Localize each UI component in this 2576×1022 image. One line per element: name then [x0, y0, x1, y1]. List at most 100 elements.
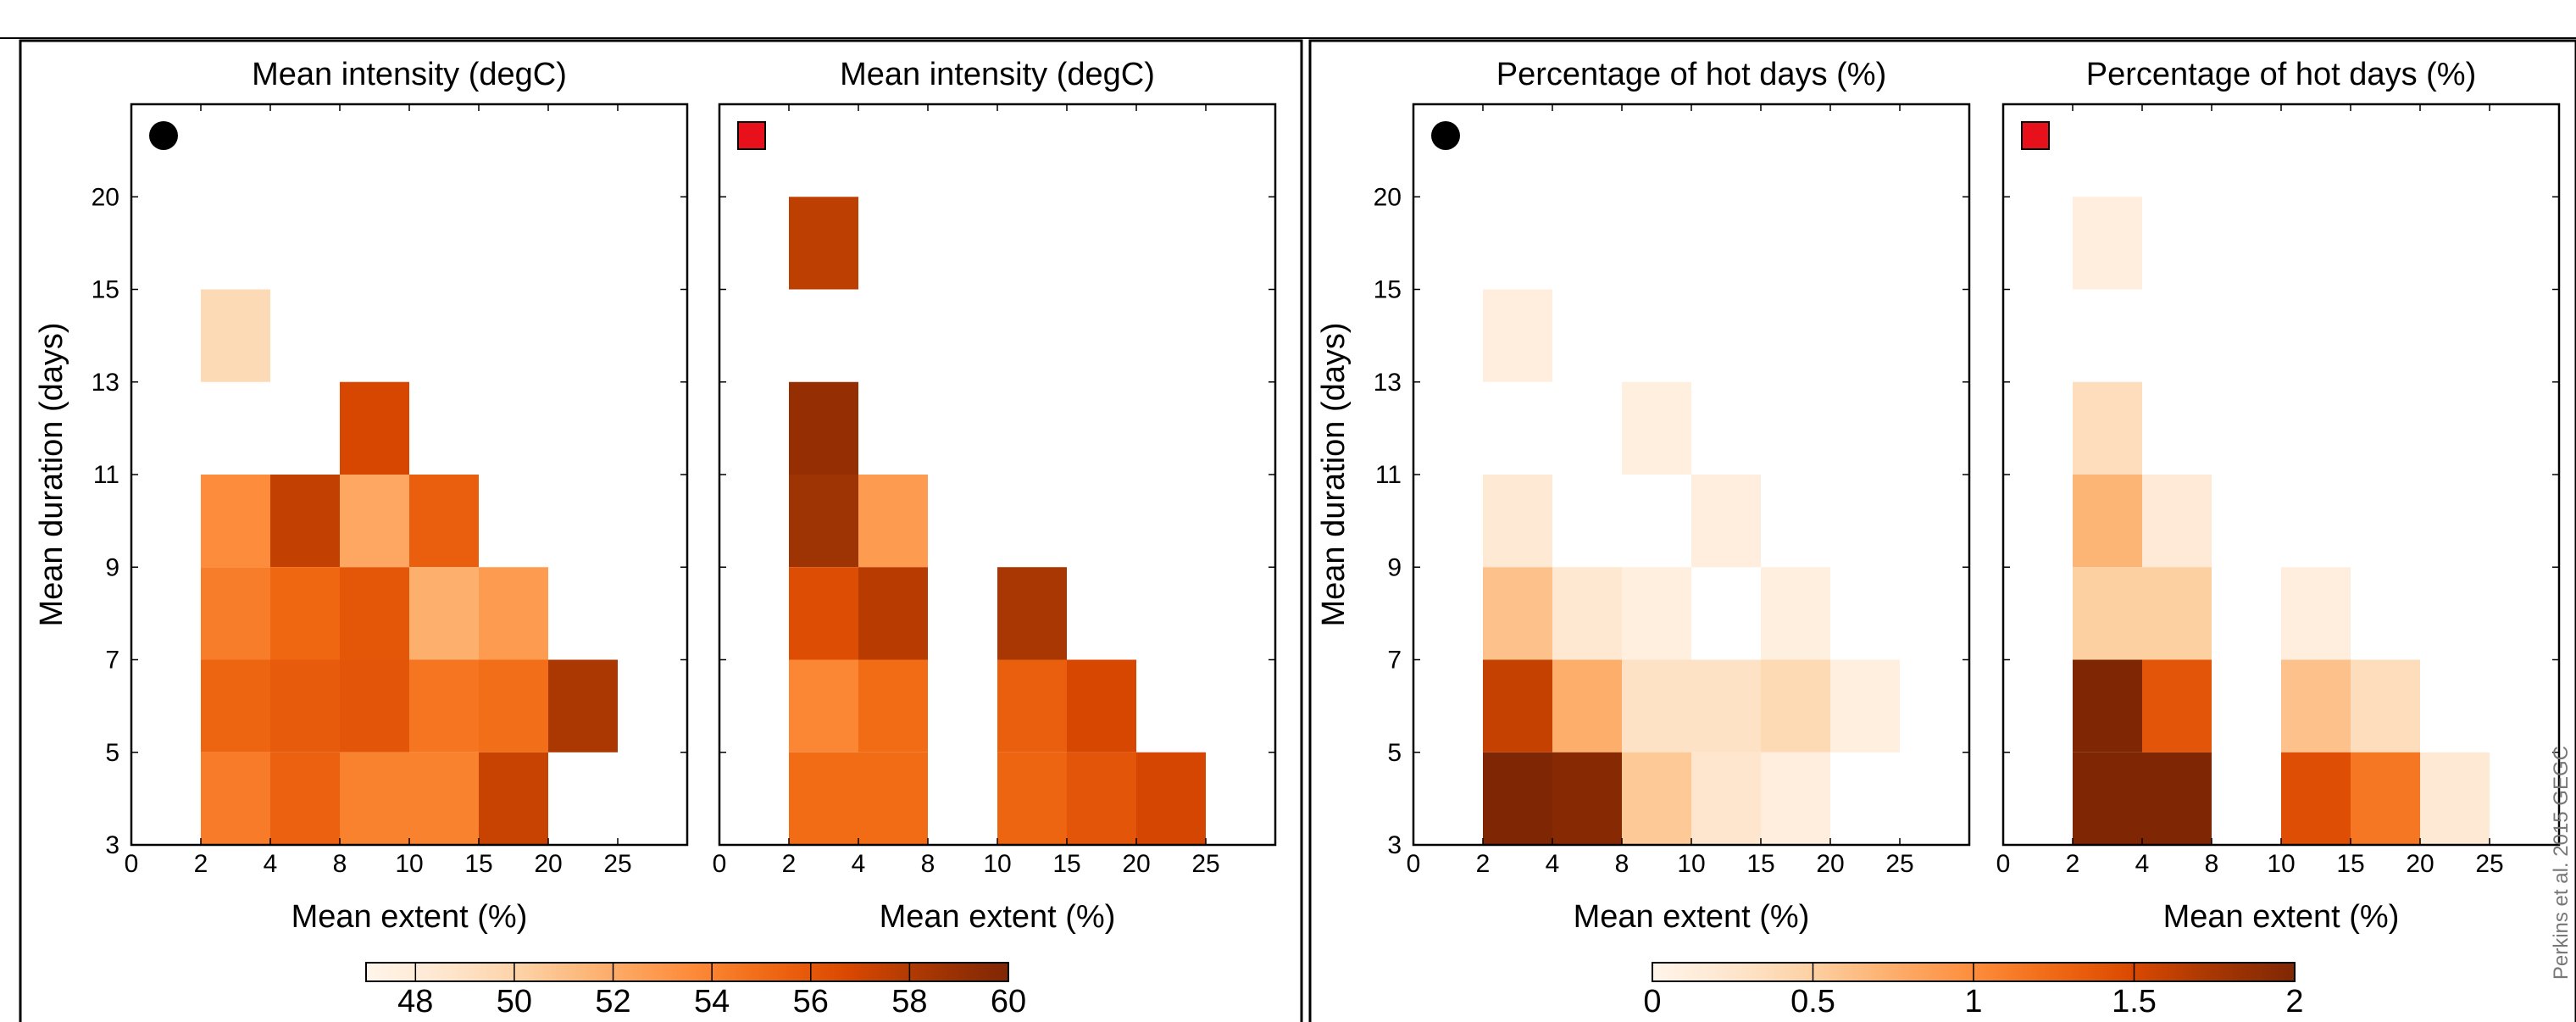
heatmap-cell [1761, 659, 1830, 753]
x-tick-label: 2 [2066, 850, 2080, 878]
x-tick-label: 8 [333, 850, 347, 878]
heatmap-cell [1067, 752, 1136, 845]
y-tick-label: 3 [1387, 831, 1402, 859]
heatmap-cell [1622, 381, 1691, 475]
heatmap-cell [270, 752, 340, 845]
heatmap-cell [548, 659, 618, 753]
heatmap-cell [997, 567, 1067, 660]
x-tick-label: 10 [983, 850, 1011, 878]
x-tick-label: 2 [782, 850, 797, 878]
heatmap-cell [1622, 659, 1691, 753]
heatmap-panel-hotdays-circle: 0 2 4 8 10 15 20 25 3 5 7 9 11 13 15 20 Percentage of ho… [1316, 57, 1971, 935]
heatmap-cell [1691, 659, 1761, 753]
heatmap-cell [858, 659, 928, 753]
heatmap-cell [858, 475, 928, 568]
y-axis-label: Mean duration (days) [1316, 322, 1352, 626]
heatmap-cell [201, 475, 270, 568]
heatmap-cell [2420, 752, 2490, 845]
x-tick-label: 8 [921, 850, 935, 878]
colorbar-ramp [365, 962, 1009, 982]
colorbar-tick-label: 58 [891, 984, 927, 1019]
x-tick-label: 20 [1816, 850, 1844, 878]
heatmap-cell [1622, 567, 1691, 660]
heatmap-cell [789, 752, 858, 845]
heatmap-cell [789, 381, 858, 475]
x-tick-label: 4 [2135, 850, 2150, 878]
heatmap-cell [270, 475, 340, 568]
y-tick-label: 7 [1387, 647, 1402, 675]
panel-title: Percentage of hot days (%) [1496, 57, 1886, 92]
left-group-frame [19, 39, 1303, 1022]
heatmap-cell [409, 475, 479, 568]
y-tick-label: 9 [105, 553, 119, 581]
panel-title: Mean intensity (degC) [252, 57, 567, 92]
x-tick-label: 15 [1746, 850, 1774, 878]
marker-square-icon [2021, 121, 2050, 150]
heatmap-cell [201, 567, 270, 660]
heatmap-cell [340, 752, 409, 845]
heatmap-cell [1691, 752, 1761, 845]
figure-credit: Perkins et al. 2015 GEGC [2550, 746, 2573, 980]
colorbars: 48 50 52 54 56 58 60 0 0.5 1 1.5 2 [365, 962, 2304, 1019]
heatmap-cell [270, 567, 340, 660]
heatmap-cell [1830, 659, 1900, 753]
x-tick-label: 15 [464, 850, 492, 878]
x-tick-label: 25 [1191, 850, 1219, 878]
colorbar-tick-label: 0.5 [1790, 984, 1835, 1019]
y-tick-label: 20 [1374, 183, 1402, 211]
x-tick-label: 15 [1052, 850, 1080, 878]
heatmap-cell [1483, 289, 1552, 382]
heatmap-cell [340, 381, 409, 475]
colorbar-tick-label: 60 [991, 984, 1026, 1019]
x-tick-label: 20 [534, 850, 562, 878]
x-axis-label: Mean extent (%) [1574, 899, 1810, 935]
heatmap-cell [2351, 659, 2420, 753]
x-tick-label: 20 [2406, 850, 2434, 878]
heatmap-cell [201, 752, 270, 845]
heatmap-cell [2281, 659, 2351, 753]
heatmap-panel-intensity-circle: 0 2 4 8 10 15 20 25 3 5 7 9 11 13 15 20 Mean intensity (… [34, 57, 689, 935]
y-tick-label: 11 [1375, 461, 1402, 489]
y-tick-label: 15 [92, 276, 119, 304]
y-tick-label: 13 [92, 369, 119, 397]
heatmap-cell [789, 659, 858, 753]
colorbar-tick-label: 56 [793, 984, 829, 1019]
heatmap-cell [1483, 567, 1552, 660]
colorbar-tick-label: 1 [1964, 984, 1982, 1019]
heatmap-cell [409, 752, 479, 845]
heatmap-cell [1483, 752, 1552, 845]
x-tick-label: 10 [395, 850, 423, 878]
heatmap-cell [2142, 475, 2212, 568]
colorbar-intensity: 48 50 52 54 56 58 60 [365, 962, 1026, 1019]
heatmap-cell [997, 752, 1067, 845]
colorbar-tick-label: 48 [397, 984, 433, 1019]
heatmap-cell [1761, 752, 1830, 845]
heatmap-cell [2142, 752, 2212, 845]
colorbar-tick-label: 0 [1643, 984, 1661, 1019]
heatmap-cell [789, 197, 858, 290]
x-tick-label: 2 [1476, 850, 1491, 878]
x-tick-label: 8 [1615, 850, 1629, 878]
heatmap-cell [1067, 659, 1136, 753]
heatmap-cell [2073, 659, 2142, 753]
y-tick-label: 7 [105, 647, 119, 675]
x-tick-label: 0 [1407, 850, 1421, 878]
heatmap-cell [2142, 659, 2212, 753]
y-axis-label: Mean duration (days) [34, 322, 69, 626]
heatmap-cell [479, 752, 548, 845]
right-group-frame [1308, 39, 2576, 1022]
x-tick-label: 4 [1546, 850, 1560, 878]
heatmap-cell [1622, 752, 1691, 845]
y-tick-label: 13 [1374, 369, 1402, 397]
heatmap-cell [340, 475, 409, 568]
heatmap-cell [2073, 567, 2142, 660]
y-tick-label: 20 [92, 183, 119, 211]
marker-circle-icon [1431, 121, 1460, 150]
heatmap-panel-hotdays-square: 0 2 4 8 10 15 20 25 Percentage of hot days (%) Me… [1996, 57, 2561, 935]
x-tick-label: 25 [2475, 850, 2503, 878]
x-tick-label: 4 [264, 850, 278, 878]
heatmap-cell [2281, 567, 2351, 660]
x-tick-label: 20 [1122, 850, 1150, 878]
x-tick-label: 4 [852, 850, 866, 878]
